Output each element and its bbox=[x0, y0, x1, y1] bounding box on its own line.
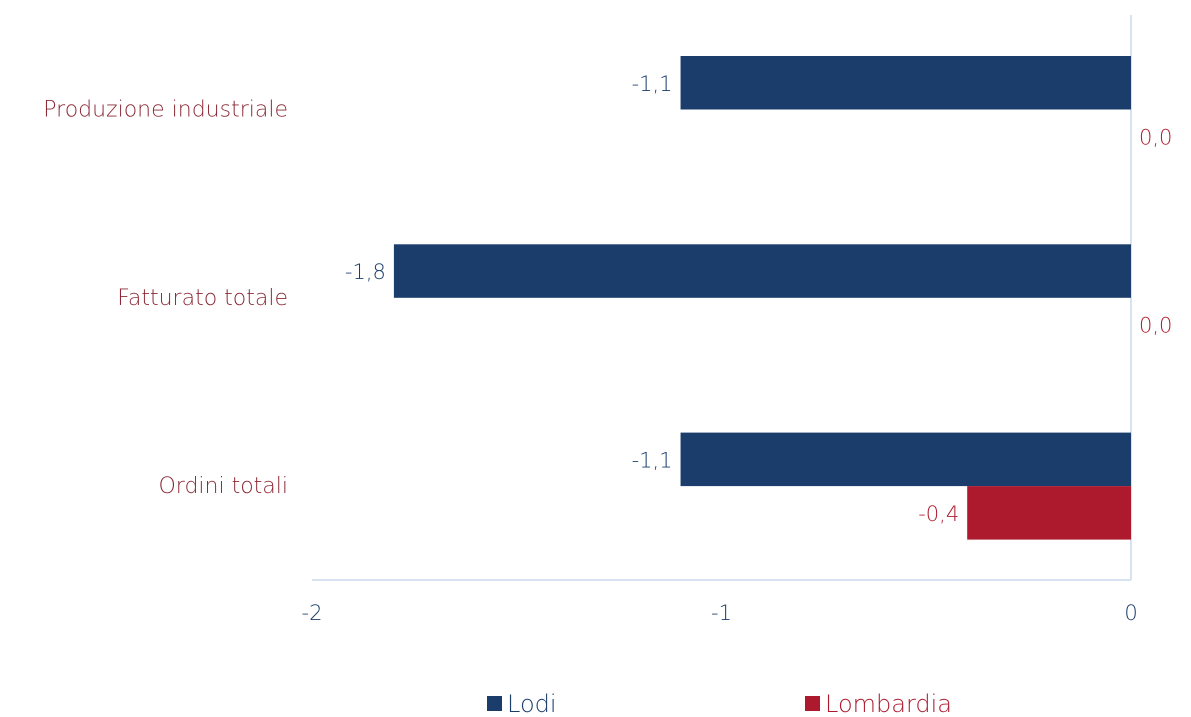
bar-lodi bbox=[681, 433, 1131, 487]
legend: Lodi Lombardia bbox=[487, 690, 952, 717]
x-tick-label: -1 bbox=[711, 601, 732, 625]
value-label-lodi: -1,1 bbox=[632, 72, 673, 96]
value-label-lombardia: 0,0 bbox=[1139, 314, 1172, 338]
bar-lodi bbox=[681, 56, 1131, 110]
legend-swatch-lombardia bbox=[805, 696, 820, 711]
category-labels: Produzione industriale Fatturato totale Or… bbox=[43, 98, 288, 500]
legend-label-lodi: Lodi bbox=[507, 690, 557, 717]
value-label-lodi: -1,1 bbox=[632, 448, 673, 472]
value-label-lombardia: 0,0 bbox=[1139, 125, 1172, 149]
legend-label-lombardia: Lombardia bbox=[825, 690, 952, 717]
x-tick-label: 0 bbox=[1124, 601, 1137, 625]
value-label-lodi: -1,8 bbox=[345, 260, 386, 284]
category-label: Ordini totali bbox=[158, 474, 288, 499]
legend-swatch-lodi bbox=[487, 696, 502, 711]
category-label: Produzione industriale bbox=[43, 98, 288, 123]
x-tick-label: -2 bbox=[302, 601, 323, 625]
bar-lombardia bbox=[967, 486, 1131, 539]
bar-lodi bbox=[394, 244, 1131, 297]
value-label-lombardia: -0,4 bbox=[918, 502, 959, 526]
category-label: Fatturato totale bbox=[117, 286, 288, 311]
x-tick-labels: -2 -1 0 bbox=[302, 601, 1138, 625]
bars bbox=[394, 56, 1131, 540]
